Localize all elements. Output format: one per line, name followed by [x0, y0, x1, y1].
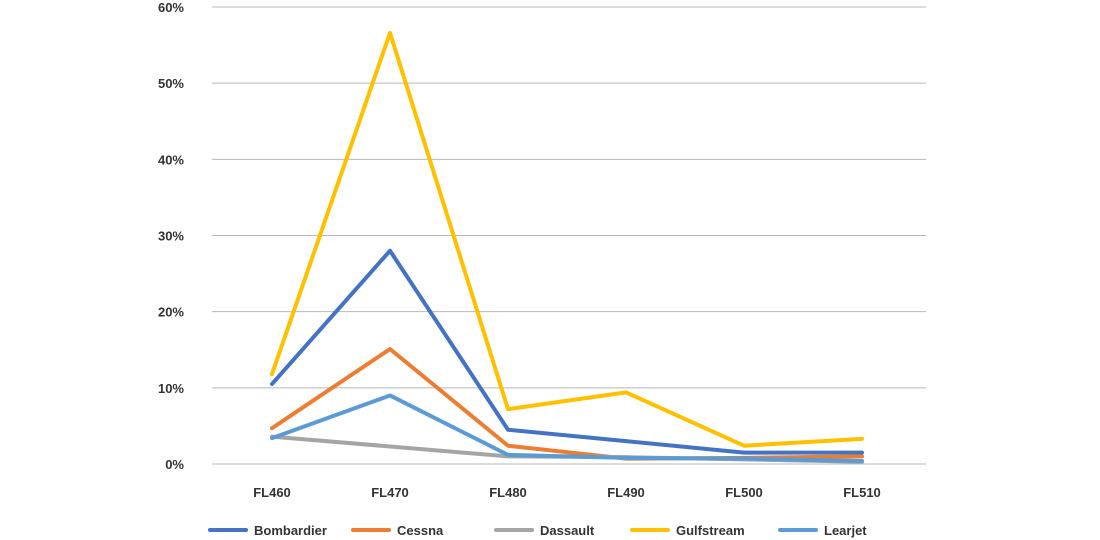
legend-label-gulfstream: Gulfstream — [676, 523, 745, 538]
x-tick-label: FL510 — [843, 485, 881, 500]
series-lines — [270, 30, 864, 464]
y-tick-label: 0% — [165, 457, 184, 472]
legend: Bombardier Cessna Dassault Gulfstream Learje… — [208, 523, 867, 538]
series-line-bombardier — [270, 248, 864, 455]
y-axis-ticks: 0% 10% 20% 30% 40% 50% 60% — [158, 0, 184, 472]
series-line-gulfstream — [270, 30, 864, 448]
y-tick-label: 20% — [158, 305, 184, 320]
legend-label-cessna: Cessna — [397, 523, 444, 538]
y-tick-label: 60% — [158, 0, 184, 15]
y-tick-label: 30% — [158, 229, 184, 244]
legend-label-dassault: Dassault — [540, 523, 595, 538]
x-tick-label: FL490 — [607, 485, 645, 500]
y-tick-label: 50% — [158, 76, 184, 91]
x-tick-label: FL470 — [371, 485, 409, 500]
x-axis-ticks: FL460 FL470 FL480 FL490 FL500 FL510 — [253, 485, 881, 500]
legend-label-learjet: Learjet — [824, 523, 867, 538]
x-tick-label: FL460 — [253, 485, 291, 500]
x-tick-label: FL500 — [725, 485, 763, 500]
y-tick-label: 40% — [158, 152, 184, 167]
y-tick-label: 10% — [158, 381, 184, 396]
x-tick-label: FL480 — [489, 485, 527, 500]
legend-label-bombardier: Bombardier — [254, 523, 327, 538]
series-line-learjet — [270, 393, 864, 463]
